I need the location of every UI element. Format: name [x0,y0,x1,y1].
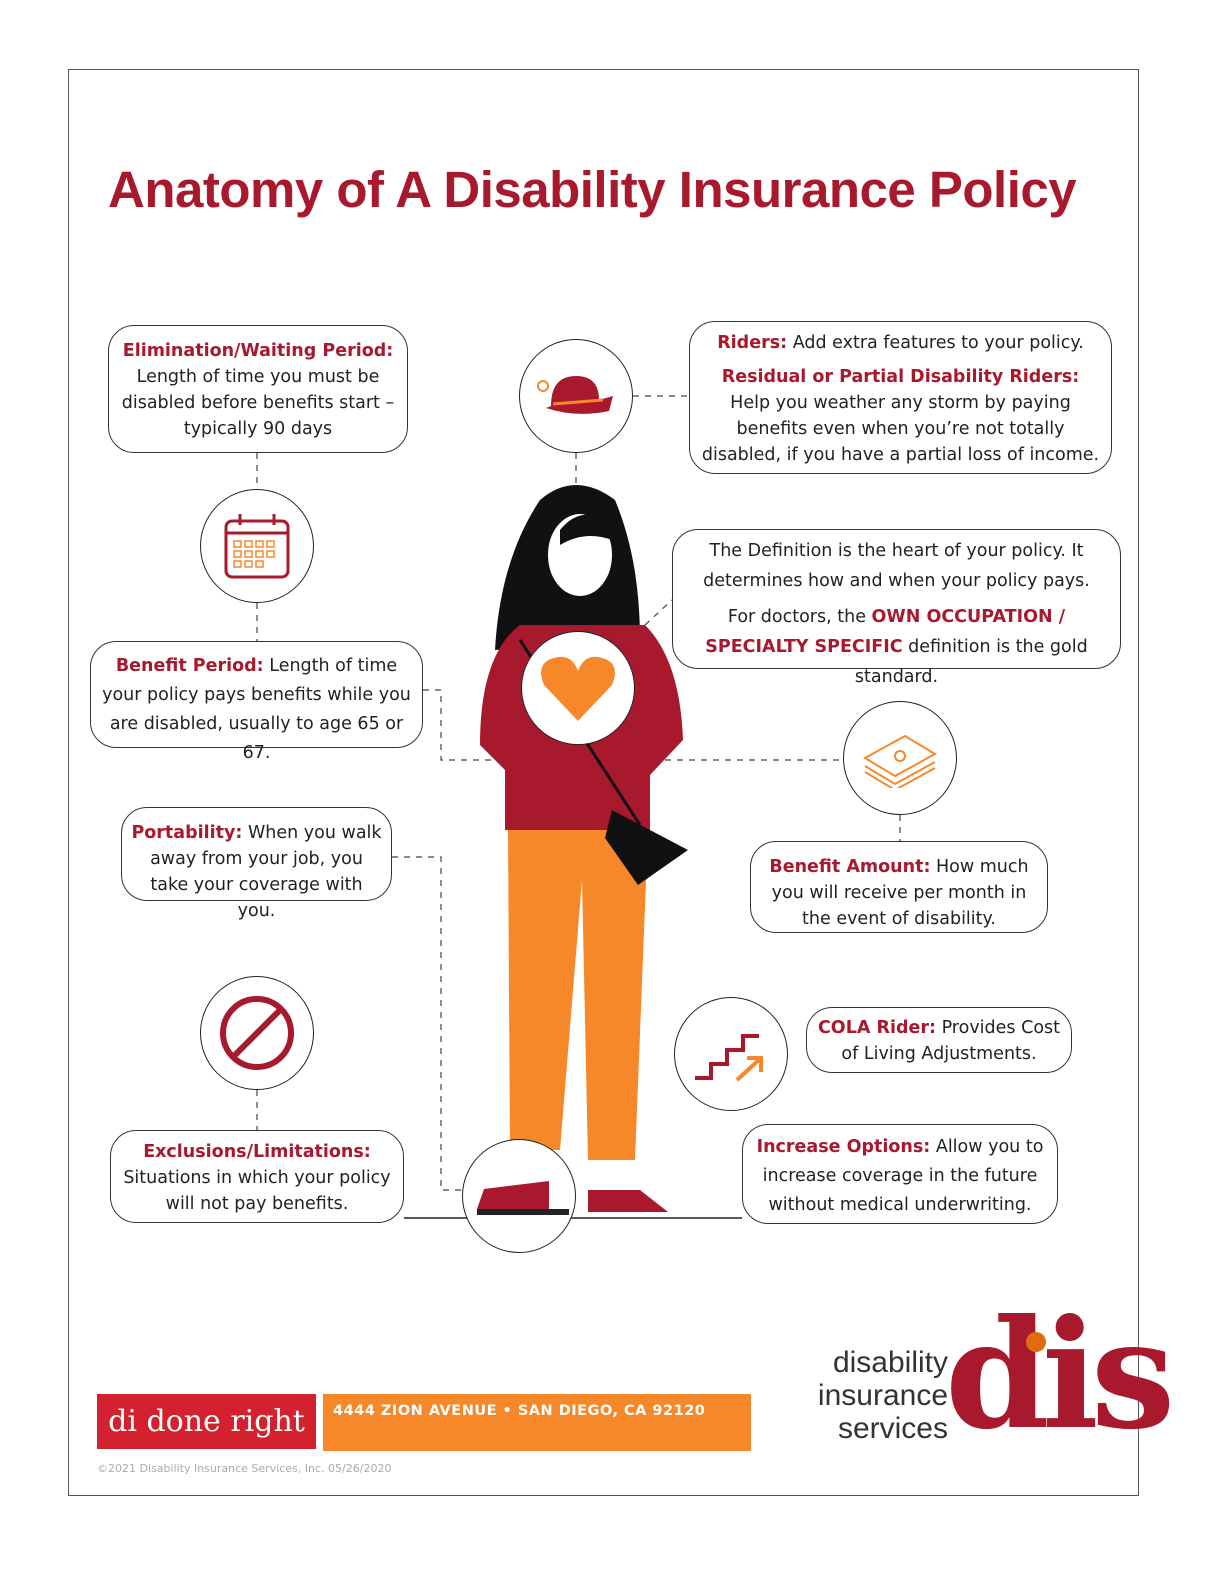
exclusions-text: Situations in which your policy will not… [123,1168,391,1214]
benefit-amount-box: Benefit Amount: How much you will receiv… [750,841,1048,933]
definition-text: The Definition is the heart of your poli… [703,541,1090,591]
benefit-period-text: Length of time your policy pays benefits… [102,656,411,763]
benefit-period-label: Benefit Period: [115,656,264,676]
residual-riders-text: Help you weather any storm by paying ben… [701,393,1100,465]
definition-text-2: For doctors, the [727,607,866,627]
elimination-label: Elimination/Waiting Period: [122,341,394,361]
riders-label: Riders: [717,333,788,353]
hat-icon [519,339,633,453]
portability-text: When you walk away from your job, you ta… [150,823,382,921]
exclusions-box: Exclusions/Limitations: Situations in whi… [110,1130,404,1223]
benefit-amount-text: How much you will receive per month in t… [771,857,1029,929]
increase-options-text: Allow you to increase coverage in the fu… [762,1137,1044,1215]
increase-options-box: Increase Options: Allow you to increase … [742,1124,1058,1224]
cola-box: COLA Rider: Provides Cost of Living Adju… [806,1007,1072,1073]
benefit-period-box: Benefit Period: Length of time your poli… [90,641,423,763]
cola-text: Provides Cost of Living Adjustments. [841,1018,1061,1064]
address-banner: 4444 ZION AVENUE • SAN DIEGO, CA 92120 [323,1394,751,1451]
portability-label: Portability: [131,823,243,843]
shoe-icon [462,1139,576,1253]
logo-word: insurance [817,1379,948,1412]
elimination-period-box: Elimination/Waiting Period: Length of tim… [108,325,408,453]
definition-text-3: definition is the gold standard. [854,637,1088,687]
riders-box: Riders: Add extra features to your polic… [689,321,1112,474]
stairs-icon [674,997,788,1111]
residual-riders-label: Residual or Partial Disability Riders: [721,367,1080,387]
money-icon [843,701,957,815]
logo-mark: dis [945,1287,1175,1463]
exclusions-label: Exclusions/Limitations: [143,1142,371,1162]
logo-word: services [837,1412,948,1445]
copyright: ©2021 Disability Insurance Services, Inc… [97,1462,392,1475]
heart-icon [521,631,635,745]
page-title: Anatomy of A Disability Insurance Policy [108,161,1077,218]
riders-text: Add extra features to your policy. [792,333,1084,353]
increase-options-label: Increase Options: [756,1137,931,1157]
cola-label: COLA Rider: [817,1018,936,1038]
prohibited-icon [200,976,314,1090]
benefit-amount-label: Benefit Amount: [769,857,931,877]
tagline-banner: di done right [97,1394,316,1449]
definition-box: The Definition is the heart of your poli… [672,529,1121,687]
elimination-text: Length of time you must be disabled befo… [121,367,395,439]
logo-word: disability [832,1346,948,1379]
own-occupation-emphasis: OWN OCCUPATION / SPECIALTY SPECIFIC [705,607,1066,657]
portability-box: Portability: When you walk away from you… [121,807,392,921]
calendar-icon [200,489,314,603]
page-border [68,69,1139,1496]
logo-wordmark: disability insurance services [806,1346,948,1445]
logo-dot [1026,1332,1046,1352]
